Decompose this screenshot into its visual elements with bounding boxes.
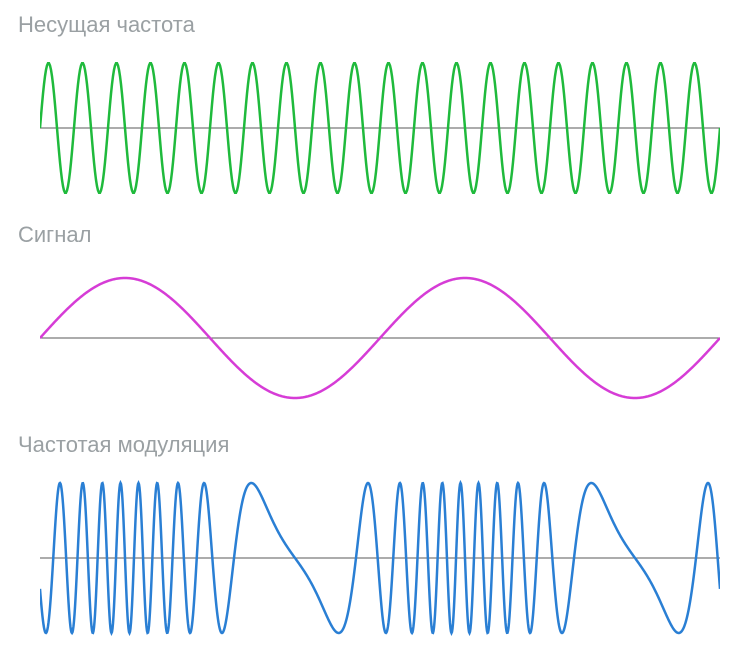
label-signal: Сигнал bbox=[18, 222, 91, 248]
fm-diagram-page: Несущая частота Сигнал Частотая модуляци… bbox=[0, 0, 740, 666]
signal-wave-svg bbox=[40, 258, 720, 418]
carrier-wave-path bbox=[40, 63, 720, 192]
carrier-wave-svg bbox=[40, 48, 720, 208]
label-carrier: Несущая частота bbox=[18, 12, 195, 38]
fm-wave-svg bbox=[40, 468, 720, 648]
label-fm: Частотая модуляция bbox=[18, 432, 229, 458]
